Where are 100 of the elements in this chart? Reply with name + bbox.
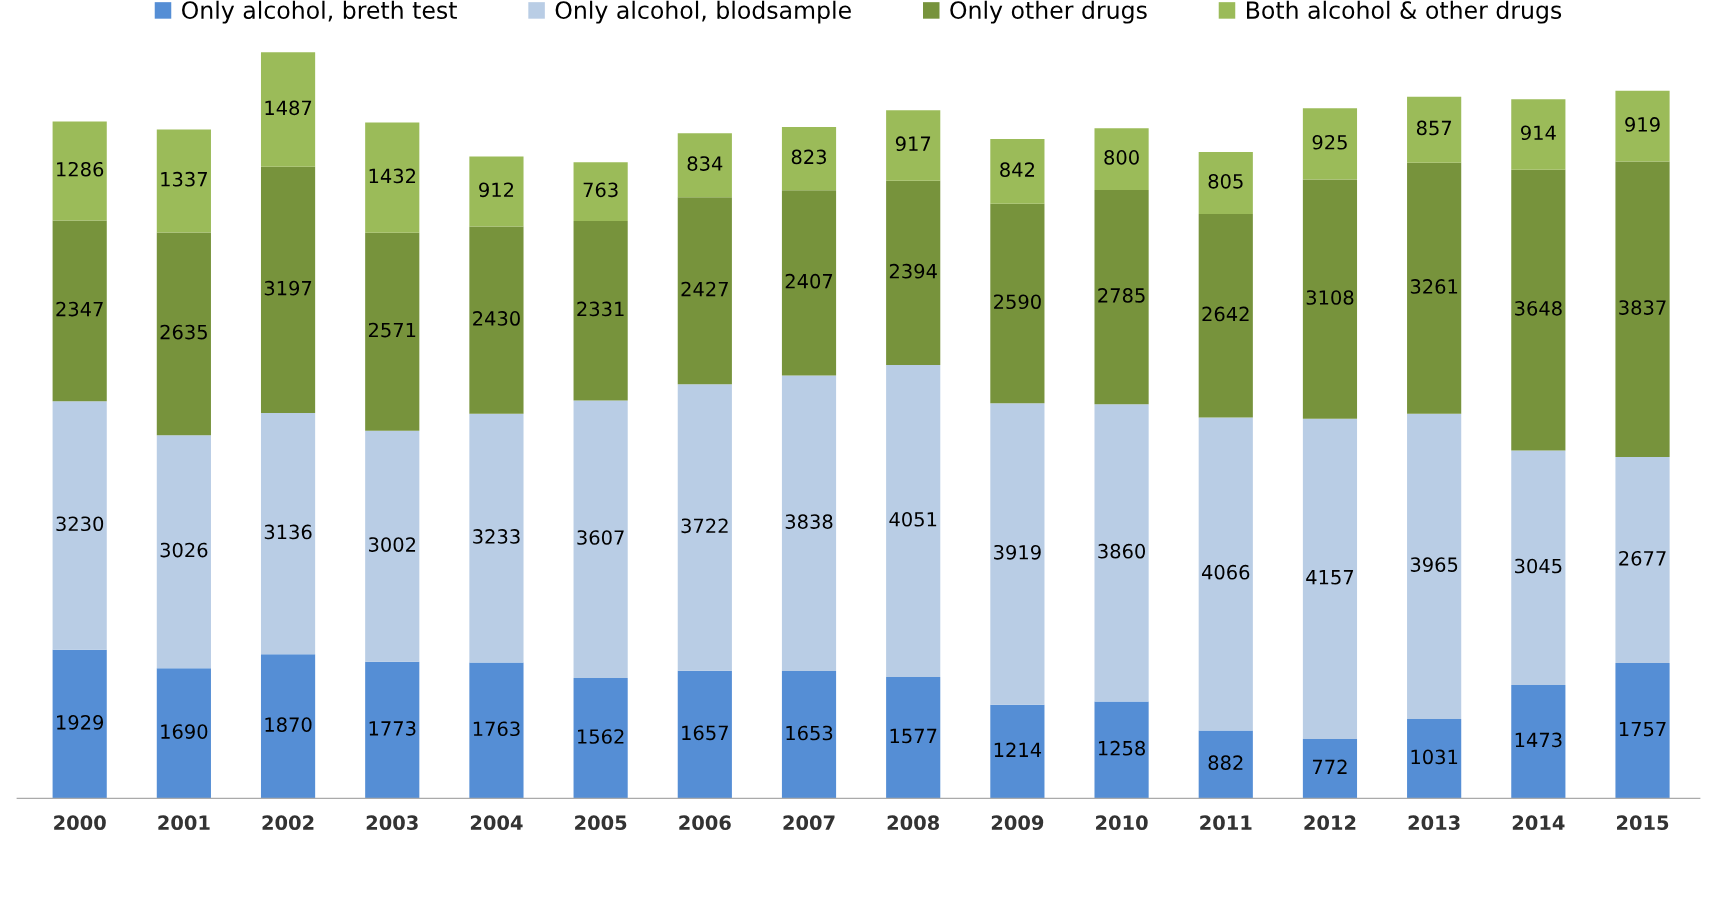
data-label: 2571: [368, 322, 416, 338]
data-label: 1577: [890, 728, 937, 744]
bar: [365, 661, 420, 799]
data-label: 3919: [994, 544, 1041, 560]
data-label: 2407: [785, 273, 833, 289]
legend-label: Only alcohol, breth test: [182, 0, 457, 24]
x-tick-label: 2013: [1408, 815, 1460, 831]
data-label: 800: [1104, 150, 1139, 165]
data-label: 3108: [1306, 290, 1354, 305]
data-label: 3230: [56, 516, 104, 532]
bar: [1511, 450, 1566, 685]
bar: [781, 190, 837, 376]
bar: [781, 375, 837, 672]
legend-label: Both alcohol & other drugs: [1247, 0, 1562, 24]
bar: [573, 400, 628, 679]
x-tick-label: 2001: [158, 815, 210, 831]
bar: [156, 435, 211, 669]
data-label: 925: [1312, 134, 1347, 150]
data-label: 857: [1416, 120, 1452, 136]
bar: [260, 52, 316, 167]
bar: [52, 649, 107, 799]
data-label: 1653: [786, 725, 833, 741]
x-tick-label: 2011: [1200, 815, 1252, 831]
bar: [469, 156, 524, 227]
x-tick-label: 2005: [575, 815, 627, 831]
bar: [1511, 99, 1566, 170]
bar: [156, 129, 211, 233]
x-tick-label: 2014: [1512, 815, 1565, 831]
data-label: 3261: [1410, 279, 1458, 294]
data-label: 2427: [681, 281, 728, 297]
data-label: 1562: [578, 729, 624, 744]
data-label: 1870: [265, 717, 312, 732]
bar: [573, 220, 628, 401]
bar: [1407, 413, 1462, 719]
bar: [1511, 684, 1566, 799]
x-tick-label: 2015: [1617, 815, 1669, 831]
bar: [260, 412, 316, 655]
data-label: 2677: [1619, 550, 1666, 566]
data-label: 914: [1521, 125, 1556, 141]
data-label: 3607: [577, 530, 624, 545]
data-label: 1757: [1619, 721, 1666, 737]
bar: [1407, 96, 1462, 163]
x-tick-label: 2003: [366, 815, 418, 831]
data-label: 2635: [160, 324, 207, 340]
data-label: 823: [791, 149, 827, 165]
bar: [1615, 90, 1670, 162]
bar: [52, 401, 107, 650]
bar: [1407, 162, 1462, 414]
bar: [1302, 418, 1358, 739]
data-label: 1487: [265, 100, 312, 116]
data-label: 763: [583, 182, 618, 198]
x-tick-label: 2008: [887, 815, 940, 831]
data-label: 2590: [994, 294, 1041, 310]
data-label: 1258: [1098, 740, 1145, 756]
data-label: 1031: [1411, 749, 1458, 765]
bar: [260, 166, 316, 413]
bar: [1094, 189, 1149, 405]
bar: [1198, 213, 1253, 418]
data-label: 2394: [889, 263, 937, 279]
data-label: 3045: [1515, 558, 1562, 574]
bar: [365, 232, 420, 431]
x-tick-label: 2010: [1096, 815, 1148, 831]
bar: [469, 662, 524, 799]
data-label: 1929: [57, 715, 104, 730]
bar: [1615, 161, 1670, 457]
bar: [52, 220, 107, 402]
legend-label: Only alcohol, blodsample: [555, 0, 851, 24]
bar: [573, 678, 628, 799]
bar: [1094, 128, 1149, 190]
x-tick-label: 2012: [1304, 815, 1356, 831]
bar: [1198, 417, 1253, 731]
data-label: 2331: [577, 301, 624, 317]
bar: [886, 180, 941, 366]
bar: [156, 668, 211, 799]
bar: [990, 203, 1045, 404]
bar: [1407, 718, 1462, 799]
data-label: 1763: [473, 721, 520, 737]
bar: [677, 133, 732, 198]
data-label: 1690: [161, 724, 208, 739]
data-label: 4066: [1201, 564, 1250, 580]
x-tick-label: 2009: [991, 815, 1044, 831]
bar: [677, 197, 732, 385]
data-label: 842: [1000, 162, 1034, 177]
bar: [1198, 152, 1253, 214]
data-label: 1214: [994, 742, 1042, 757]
data-label: 3860: [1098, 543, 1146, 559]
data-label: 805: [1208, 173, 1243, 189]
data-label: 2642: [1202, 306, 1249, 322]
bar: [1615, 663, 1670, 799]
bar: [886, 676, 941, 799]
x-tick-label: 2004: [470, 815, 523, 831]
bar: [365, 122, 420, 233]
data-label: 3197: [264, 280, 312, 296]
data-label: 912: [479, 182, 514, 198]
data-label: 834: [687, 156, 723, 171]
data-label: 3722: [681, 518, 728, 534]
legend-label: Only other drugs: [950, 0, 1147, 24]
data-label: 2347: [56, 301, 103, 317]
data-label: 3648: [1515, 301, 1562, 316]
bar: [990, 704, 1045, 799]
